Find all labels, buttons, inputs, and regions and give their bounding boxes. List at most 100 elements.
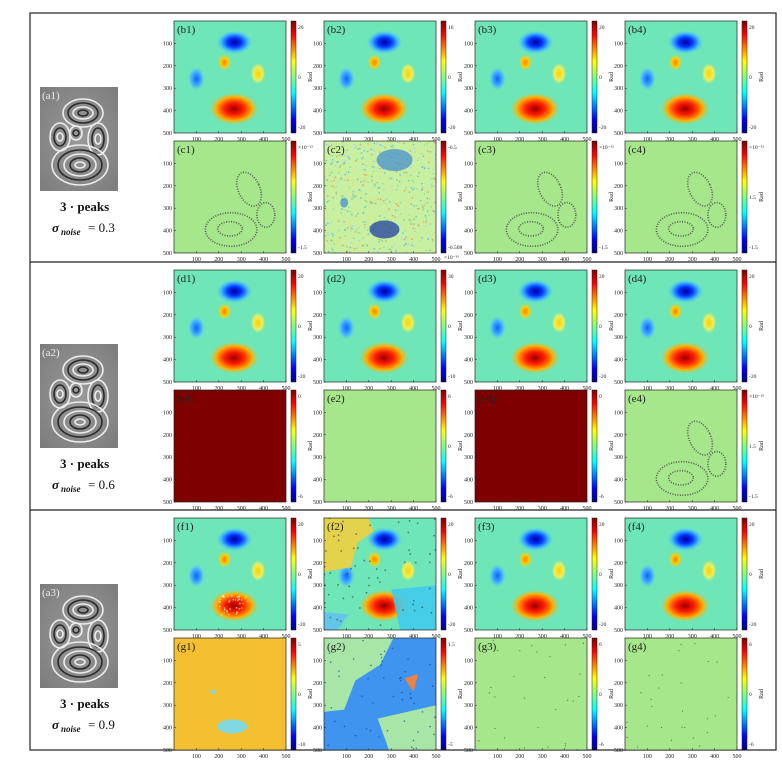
noise-speck (373, 142, 375, 144)
noise-speck (368, 217, 370, 220)
noise-speck (327, 144, 329, 146)
noise-speck (364, 199, 367, 202)
noise-speck (349, 166, 352, 168)
noise-speck (397, 521, 400, 524)
noise-speck (383, 188, 385, 190)
fringe-ring (77, 366, 89, 374)
noise-speck (358, 226, 360, 229)
y-tick-label: 300 (614, 206, 623, 212)
noise-speck (352, 658, 355, 660)
noise-speck (330, 221, 332, 224)
x-tick-label: 100 (493, 137, 502, 143)
noise-speck (425, 225, 428, 227)
x-tick-label: 200 (515, 137, 524, 143)
map-image (625, 141, 737, 253)
noise-speck (626, 736, 628, 738)
y-tick-label: 100 (313, 161, 322, 167)
noise-speck (332, 208, 335, 210)
noise-speck (547, 746, 549, 748)
noise-speck (347, 179, 349, 182)
noise-speck (229, 608, 231, 610)
noise-speck (342, 251, 344, 253)
error-ring (707, 450, 727, 478)
colorbar-tick-label: -20 (599, 125, 607, 131)
sigma-symbol: σ (52, 477, 60, 492)
noise-speck (326, 179, 329, 181)
noise-speck (333, 179, 335, 182)
sigma-subscript: noise (61, 724, 81, 734)
noise-speck (330, 239, 332, 241)
noise-speck (434, 201, 436, 204)
y-tick-label: 500 (163, 131, 172, 137)
y-tick-label: 300 (163, 455, 172, 461)
noise-speck (374, 197, 376, 199)
noise-speck (344, 160, 346, 162)
noise-speck (387, 603, 390, 605)
noise-speck (334, 164, 337, 167)
noise-speck (404, 243, 407, 245)
x-tick-label: 500 (583, 754, 592, 760)
noise-speck (343, 725, 346, 728)
noise-speck (242, 602, 244, 605)
x-tick-label: 300 (688, 506, 697, 512)
noise-speck (362, 211, 365, 214)
peak-blob (208, 588, 261, 623)
noise-speck (407, 658, 409, 660)
colorbar (440, 389, 447, 503)
colorbar (440, 140, 447, 254)
noise-speck (476, 726, 478, 728)
noise-speck (434, 178, 436, 180)
x-tick-label: 200 (515, 754, 524, 760)
noise-speck (352, 194, 354, 196)
y-tick-label: 200 (313, 64, 322, 70)
noise-speck (329, 572, 332, 574)
colorbar-tick-label: 0 (448, 444, 451, 450)
map-frame (323, 637, 437, 751)
noise-speck (324, 176, 326, 178)
subplot-panel: 100 200 300 400 500 100 200 300 400 500 ×10⁻¹³ 1.5 -… (614, 389, 765, 512)
noise-speck (350, 242, 352, 245)
y-tick-label: 300 (163, 86, 172, 92)
noise-speck (393, 201, 395, 204)
peak-blob (365, 278, 404, 304)
noise-speck (393, 243, 395, 246)
map-frame (624, 637, 738, 751)
noise-speck (219, 601, 221, 603)
map-frame (173, 389, 287, 503)
noise-speck (238, 595, 241, 598)
noise-speck (544, 676, 546, 678)
noise-speck (380, 664, 382, 666)
map-frame (474, 20, 588, 134)
noise-speck (396, 210, 399, 212)
noise-speck (365, 591, 368, 594)
x-tick-label: 100 (192, 506, 201, 512)
y-tick-label: 100 (163, 41, 172, 47)
noise-speck (370, 166, 373, 168)
noise-speck (403, 561, 406, 564)
noise-speck (383, 200, 385, 202)
x-tick-label: 200 (364, 257, 373, 263)
x-tick-label: 500 (432, 754, 441, 760)
map-image (324, 518, 436, 630)
noise-speck (351, 199, 353, 201)
y-tick-label: 100 (163, 538, 172, 544)
noise-speck (494, 696, 496, 698)
noise-speck (369, 729, 372, 732)
noise-speck (398, 180, 401, 183)
noise-speck (378, 241, 380, 243)
noise-speck (339, 166, 341, 168)
noise-speck (651, 706, 653, 708)
map-background (324, 390, 436, 502)
colorbar (591, 269, 598, 383)
y-tick-label: 200 (313, 313, 322, 319)
noise-speck (567, 699, 569, 701)
peak-blob (659, 91, 712, 126)
colorbar-tick-label: 0 (599, 324, 602, 330)
y-tick-label: 200 (313, 433, 322, 439)
noise-speck (684, 726, 686, 728)
noise-speck (342, 141, 344, 143)
noise-speck (417, 208, 419, 210)
x-tick-label: 100 (342, 634, 351, 640)
